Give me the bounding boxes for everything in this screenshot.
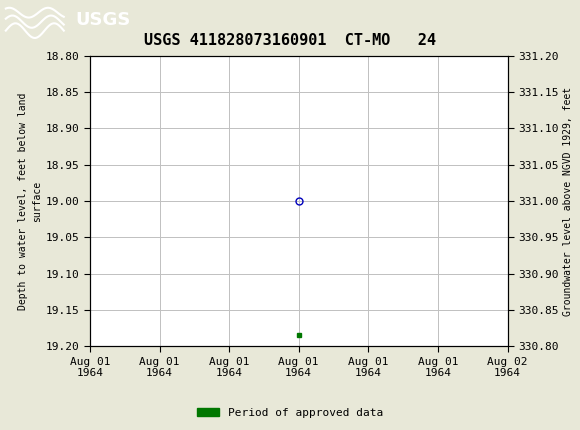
Text: USGS: USGS	[75, 12, 130, 29]
Legend: Period of approved data: Period of approved data	[193, 403, 387, 422]
Text: USGS 411828073160901  CT-MO   24: USGS 411828073160901 CT-MO 24	[144, 33, 436, 48]
Y-axis label: Groundwater level above NGVD 1929, feet: Groundwater level above NGVD 1929, feet	[563, 86, 572, 316]
Y-axis label: Depth to water level, feet below land
surface: Depth to water level, feet below land su…	[19, 92, 42, 310]
